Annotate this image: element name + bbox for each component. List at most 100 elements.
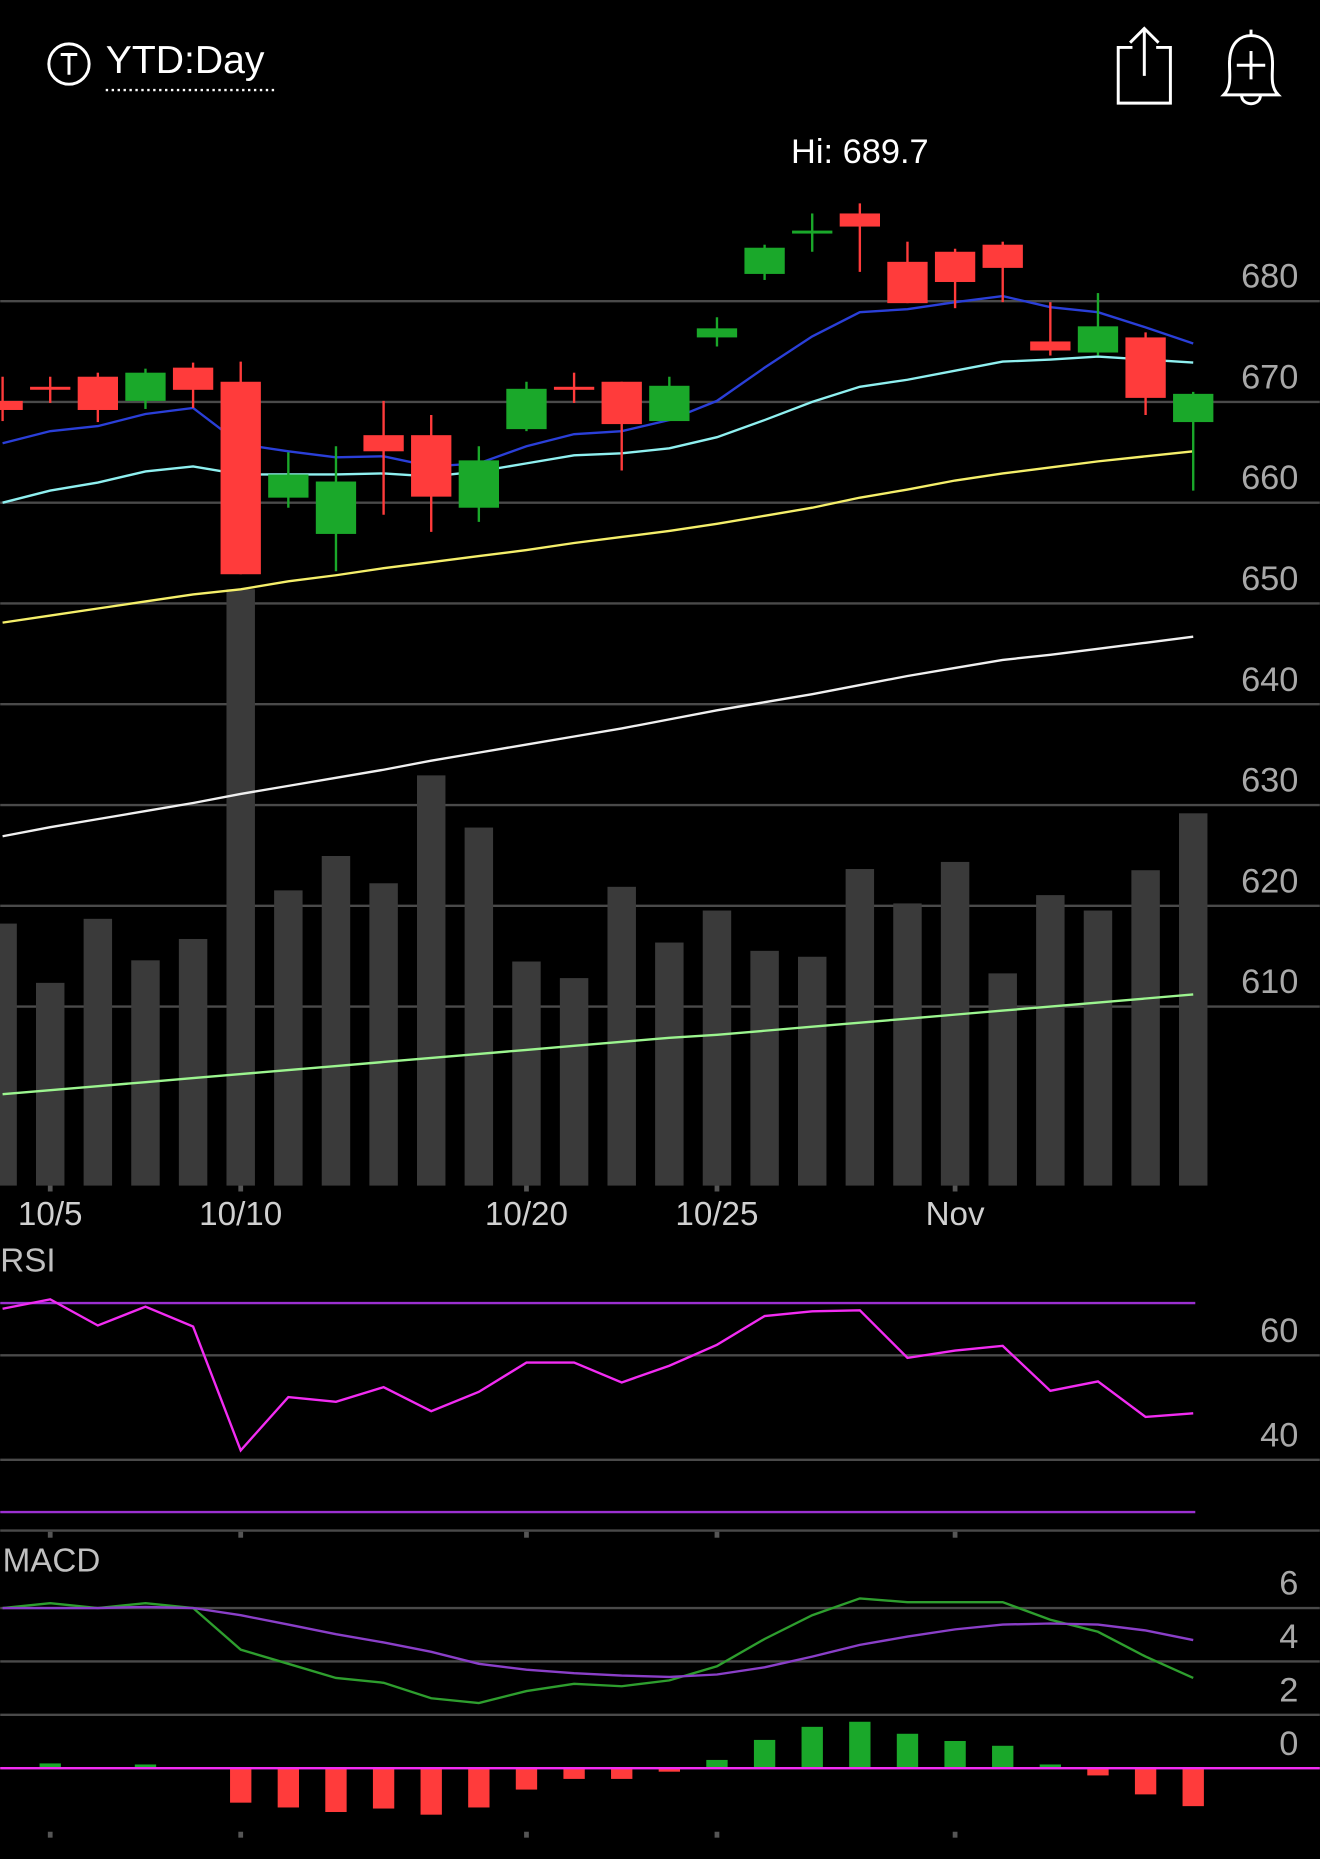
macd-line <box>2 1605 1194 1679</box>
candle-body <box>982 244 1023 268</box>
histogram-bar <box>39 1763 61 1769</box>
moving-average <box>2 355 1194 504</box>
candle-body <box>887 261 928 304</box>
histogram-bar <box>372 1768 395 1809</box>
volume-bar <box>512 961 541 1186</box>
candle-body <box>601 381 642 425</box>
x-tick-label: Nov <box>926 1196 985 1233</box>
panel-title: MACD <box>3 1542 101 1579</box>
volume-bar <box>559 978 589 1186</box>
y-tick-label: 650 <box>1241 560 1298 598</box>
volume-bar <box>83 918 113 1186</box>
volume-bar <box>607 886 636 1186</box>
moving-average <box>2 294 1194 468</box>
histogram-bar <box>325 1768 347 1813</box>
x-tick-label: 10/5 <box>18 1196 83 1233</box>
candle-body <box>0 400 23 410</box>
candle-body <box>1125 337 1166 398</box>
ticker-icon[interactable] <box>47 42 91 86</box>
histogram-bar <box>753 1739 776 1769</box>
macd-line <box>2 1597 1194 1705</box>
histogram-bar <box>1087 1768 1109 1776</box>
histogram-bar <box>849 1721 871 1769</box>
volume-bar <box>226 589 255 1186</box>
alert-button[interactable] <box>1220 29 1282 106</box>
y-tick-label: 620 <box>1241 862 1298 900</box>
candle-body <box>220 381 261 575</box>
icon-t <box>60 53 78 75</box>
y-tick-label: 660 <box>1241 459 1298 497</box>
y-tick-label: 2 <box>1279 1671 1298 1709</box>
volume-bar <box>321 855 351 1186</box>
candle-body <box>411 435 452 497</box>
moving-average <box>2 993 1194 1096</box>
volume-bar <box>1131 870 1160 1186</box>
range-title[interactable]: YTD:Day <box>106 39 265 82</box>
candle-body <box>458 460 499 508</box>
histogram-bar <box>896 1733 919 1769</box>
histogram-bar <box>563 1768 585 1779</box>
candle-body <box>363 435 404 452</box>
icon-circle <box>47 42 91 86</box>
histogram-bar <box>658 1768 681 1772</box>
histogram-bar <box>468 1768 490 1808</box>
candle-body <box>792 230 833 234</box>
share-box <box>1116 45 1172 105</box>
y-tick-label: 4 <box>1279 1618 1298 1656</box>
candle-body <box>30 386 71 390</box>
volume-bar <box>0 923 17 1186</box>
volume-bar <box>797 956 827 1186</box>
rsi-line <box>2 1298 1194 1453</box>
bell-body <box>1220 34 1282 97</box>
volume-bar <box>893 903 922 1186</box>
histogram-bar <box>992 1745 1014 1769</box>
panel-title: RSI <box>0 1242 55 1279</box>
histogram-bar <box>944 1740 966 1769</box>
y-tick-label: 680 <box>1241 258 1298 296</box>
share-arrow <box>1129 26 1160 76</box>
candle-body <box>1077 326 1119 353</box>
volume-bar <box>464 827 494 1186</box>
volume-bar <box>1083 910 1113 1186</box>
candle-body <box>1173 393 1214 423</box>
histogram-bar <box>1039 1764 1062 1769</box>
y-tick-label: 630 <box>1241 762 1298 800</box>
histogram-bar <box>801 1726 823 1769</box>
candle-body <box>172 367 214 390</box>
volume-bar <box>131 960 160 1186</box>
candle-body <box>77 376 118 410</box>
volume-bar <box>416 775 446 1186</box>
histogram-bar <box>706 1759 728 1769</box>
histogram-bar <box>134 1764 157 1769</box>
histogram-bar <box>1134 1768 1157 1795</box>
histogram-bar <box>611 1768 633 1779</box>
volume-bar <box>750 950 779 1186</box>
x-tick-label: 10/10 <box>199 1196 282 1233</box>
y-tick-label: 0 <box>1279 1725 1298 1763</box>
candle-body <box>649 385 690 422</box>
volume-bar <box>845 869 875 1186</box>
histogram-bar <box>1182 1768 1204 1807</box>
volume-bar <box>1036 895 1065 1186</box>
histogram-bar <box>277 1768 300 1808</box>
y-tick-label: 40 <box>1260 1416 1298 1454</box>
share-button[interactable] <box>1116 26 1172 105</box>
histogram-bar <box>230 1768 252 1803</box>
y-tick-label: 670 <box>1241 358 1298 396</box>
volume-bar <box>1178 813 1208 1186</box>
y-tick-label: 6 <box>1279 1565 1298 1603</box>
volume-bar <box>702 910 732 1186</box>
candle-body <box>696 328 738 338</box>
y-tick-label: 640 <box>1241 661 1298 699</box>
candle-body <box>839 213 880 227</box>
candle-body <box>553 386 595 390</box>
moving-average <box>2 635 1194 838</box>
candle-body <box>934 251 976 282</box>
histogram-bar <box>515 1768 538 1790</box>
candle-body <box>268 474 309 498</box>
x-tick-label: 10/25 <box>675 1196 758 1233</box>
